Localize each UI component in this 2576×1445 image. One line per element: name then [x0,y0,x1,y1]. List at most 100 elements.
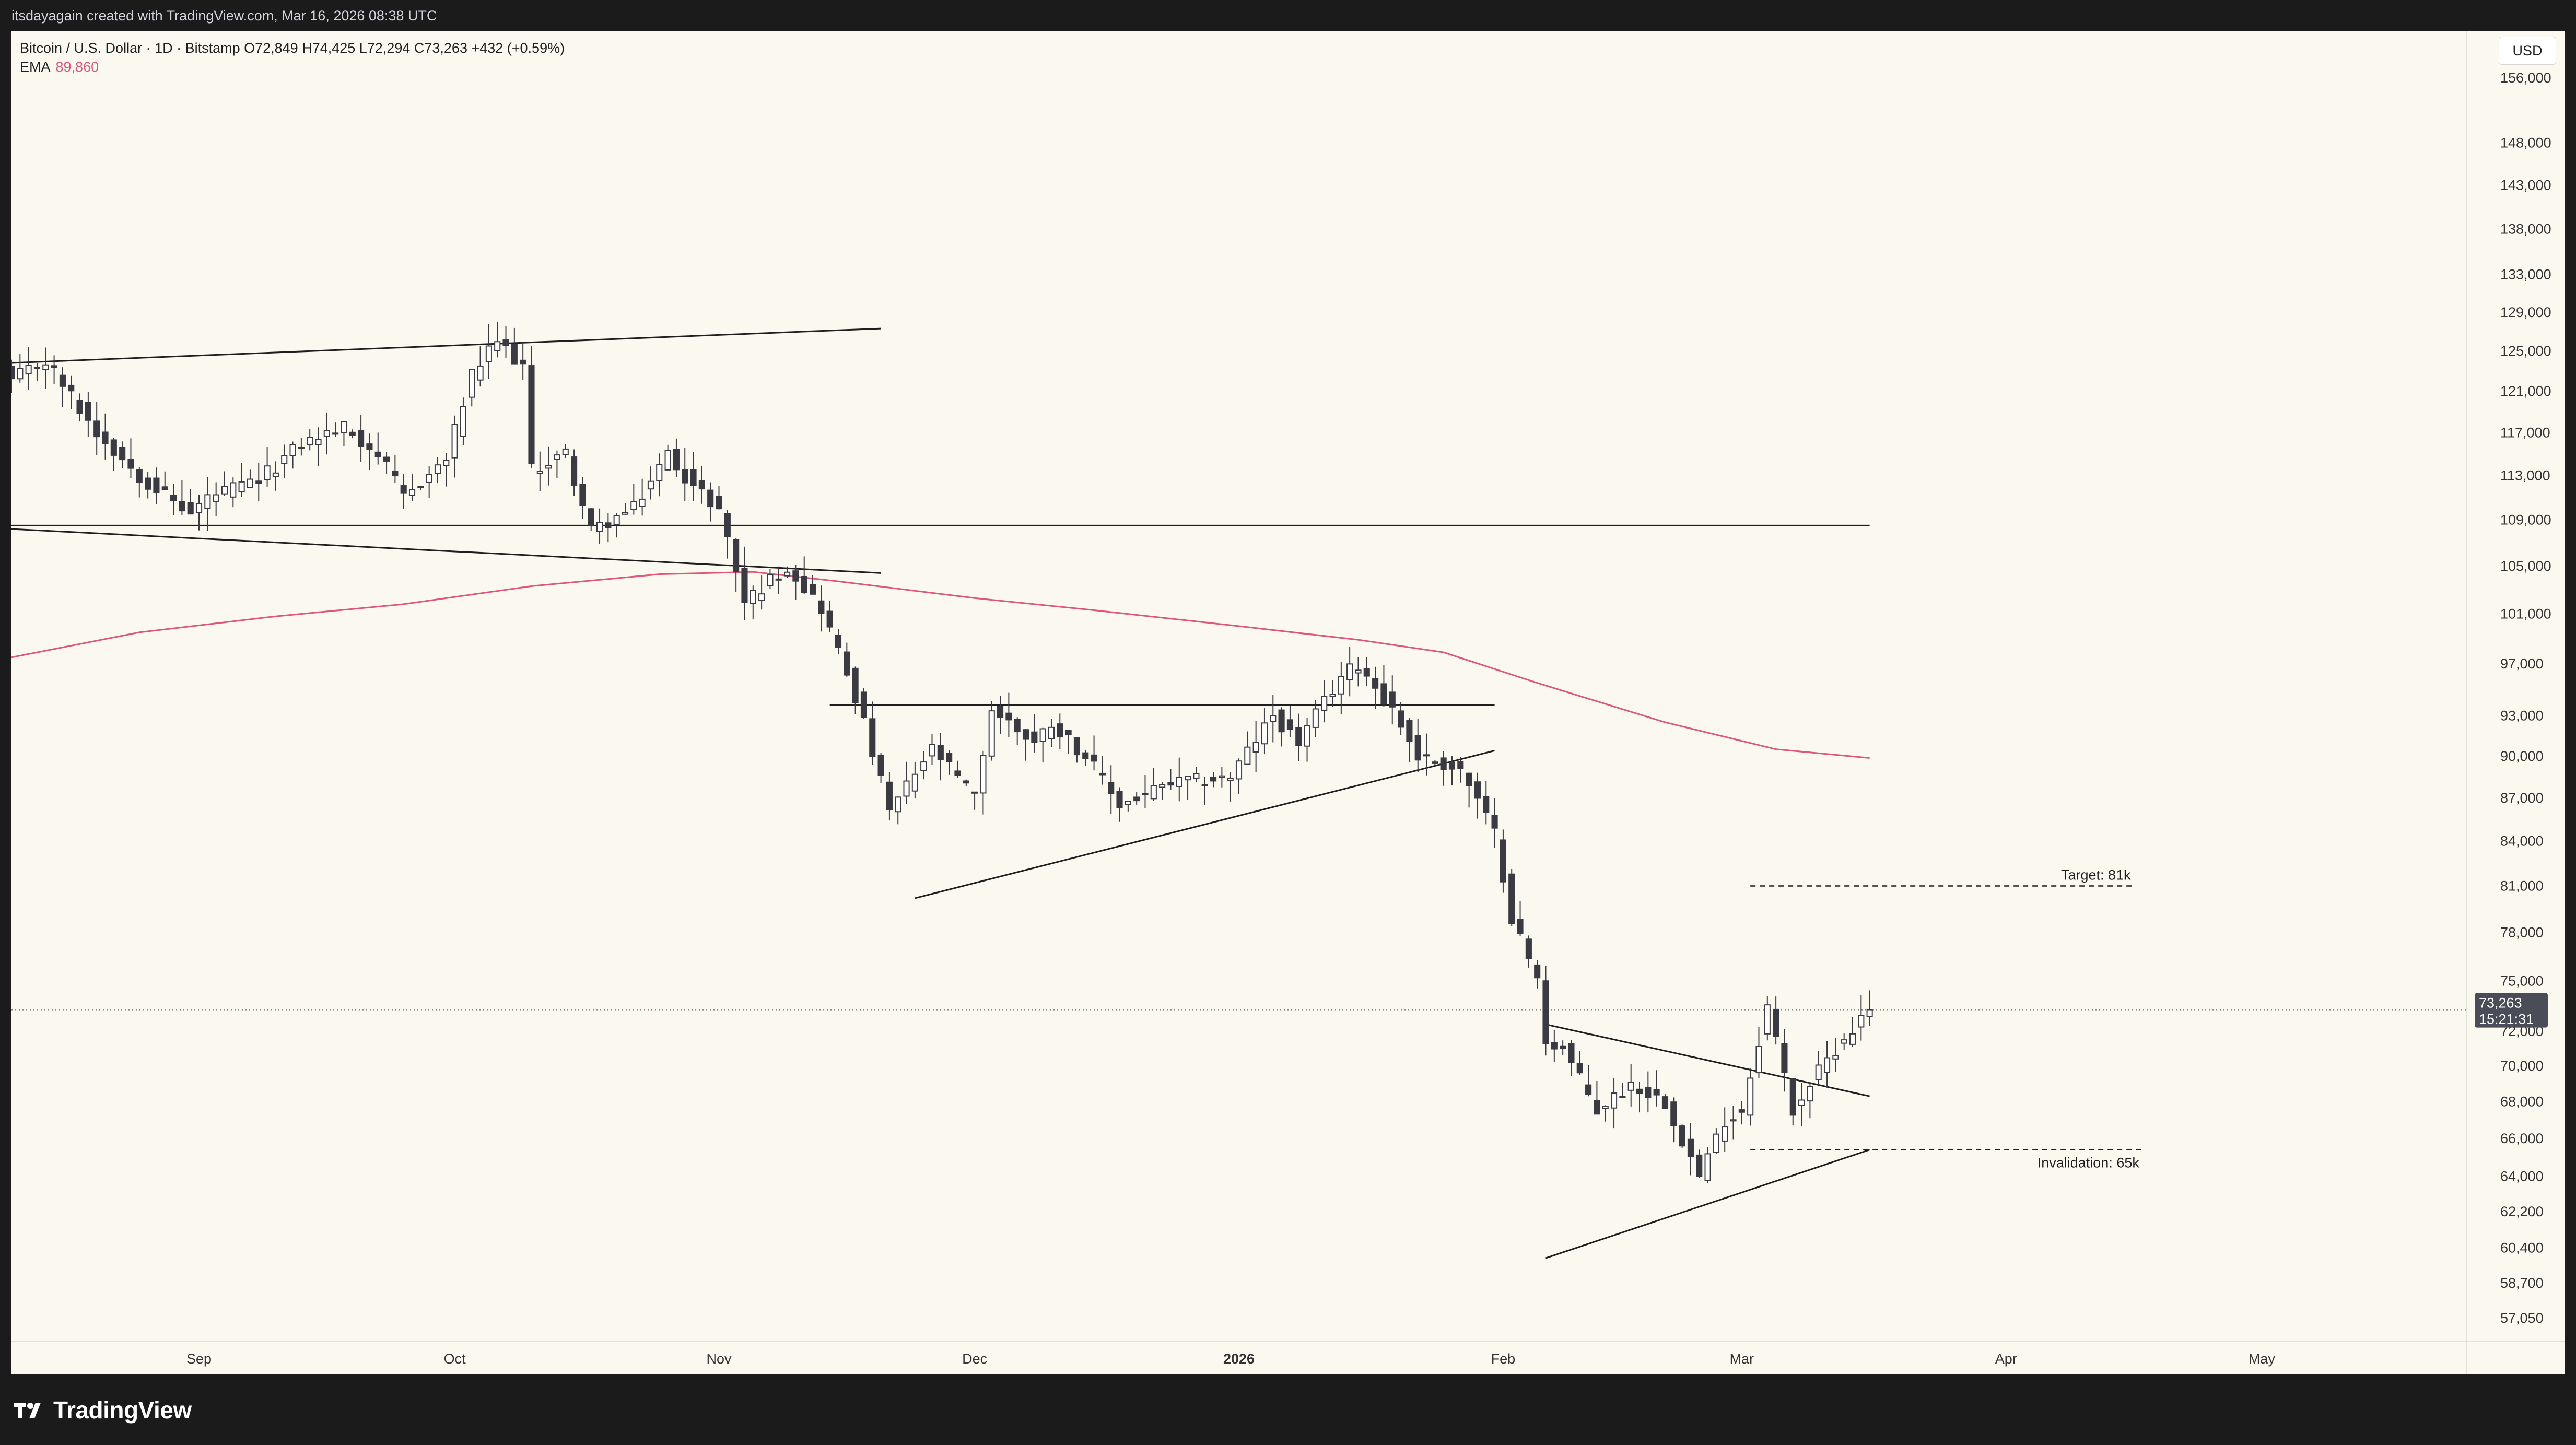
candle-body [1542,980,1549,1044]
candle [170,484,177,515]
candle [1355,657,1362,687]
candle-body [852,667,859,703]
candle-body [1508,873,1515,924]
candle-body [400,485,407,494]
candle-body [1312,708,1319,728]
candle [1210,772,1217,788]
candle [1789,1077,1796,1126]
candle [1764,996,1771,1041]
candle [1380,665,1387,707]
candle-body [1551,1042,1558,1050]
candle-body [562,448,569,455]
candle [554,450,560,478]
candle-body [750,590,756,604]
candle-body [1244,746,1251,765]
candle [1057,713,1063,749]
candle [1525,935,1532,968]
candle [1142,774,1149,808]
candle-body [383,456,390,462]
y-tick-label: 109,000 [2500,512,2551,528]
candle-body [17,368,24,380]
candle-body [1363,668,1370,677]
candle-body [716,496,722,510]
candle-body [341,421,347,433]
candle [358,415,365,462]
candle [400,474,407,509]
candle-body [1525,938,1532,959]
candle [869,701,876,765]
y-tick-label: 70,000 [2500,1058,2544,1074]
x-tick-label: Nov [707,1351,732,1367]
candle-body [622,512,629,515]
candle-body [323,430,330,437]
trendline-rising [915,749,1495,899]
candle [1372,666,1379,709]
y-tick-label: 64,000 [2500,1169,2544,1184]
candle [136,467,143,498]
candle [579,477,586,519]
candle-body [33,367,41,369]
candle-body [630,501,637,510]
candle [460,397,466,445]
y-tick-label: 58,700 [2500,1275,2544,1291]
candle-body [59,374,66,387]
candle [698,466,705,504]
candle-body [511,344,518,365]
candle [656,453,663,497]
candle [1448,756,1456,786]
candle-body [826,610,833,628]
price-badge-bg [2475,993,2548,1028]
y-tick-label: 60,400 [2500,1240,2544,1255]
candle-body [1380,683,1387,705]
currency-button[interactable]: USD [2499,37,2556,65]
candle-body [68,384,75,392]
candle [281,444,288,478]
candle-body [1304,725,1310,747]
tradingview-logo-icon [14,1402,41,1418]
candle-body [911,773,918,792]
candle-body [1372,678,1379,689]
candle [127,438,134,478]
candle [1798,1083,1805,1126]
candle [230,477,237,508]
candle [1346,647,1353,697]
candle-body [1713,1133,1719,1153]
price-chart[interactable]: Target: 81k Invalidation: 65k 156,000 148,… [11,31,2565,1374]
candle [826,601,833,632]
candle-body [886,781,893,810]
candle-body [605,522,612,528]
candle [716,486,722,510]
tradingview-brand[interactable]: TradingView [53,1396,192,1424]
candle-body [1815,1064,1822,1080]
candle-body [682,469,688,484]
y-tick-label: 90,000 [2500,748,2544,764]
candle [801,556,807,594]
candle-body [980,755,987,794]
chart-panel[interactable]: Target: 81k Invalidation: 65k 156,000 148,… [11,31,2565,1374]
candle [1602,1105,1609,1122]
candle [1125,801,1131,812]
candle-body [1091,754,1097,762]
candle [1167,769,1174,790]
x-tick-label: Apr [1995,1351,2017,1367]
candle [1278,707,1285,747]
candle [1849,1017,1856,1048]
candle [1039,727,1046,763]
candle-body [1423,754,1430,757]
candle [221,471,228,496]
candle [647,466,654,500]
candle-body [1252,742,1259,753]
y-tick-label: 78,000 [2500,925,2544,941]
candle [1747,1068,1754,1126]
candle [562,444,569,459]
candle-body [1176,777,1182,787]
candle [1312,700,1319,737]
candle-body [272,472,279,477]
candle [110,438,117,471]
candle-body [264,465,271,480]
candle-body [1517,919,1524,934]
candle [1679,1124,1685,1148]
candle [784,566,791,578]
target-label: Target: 81k [2061,867,2131,883]
